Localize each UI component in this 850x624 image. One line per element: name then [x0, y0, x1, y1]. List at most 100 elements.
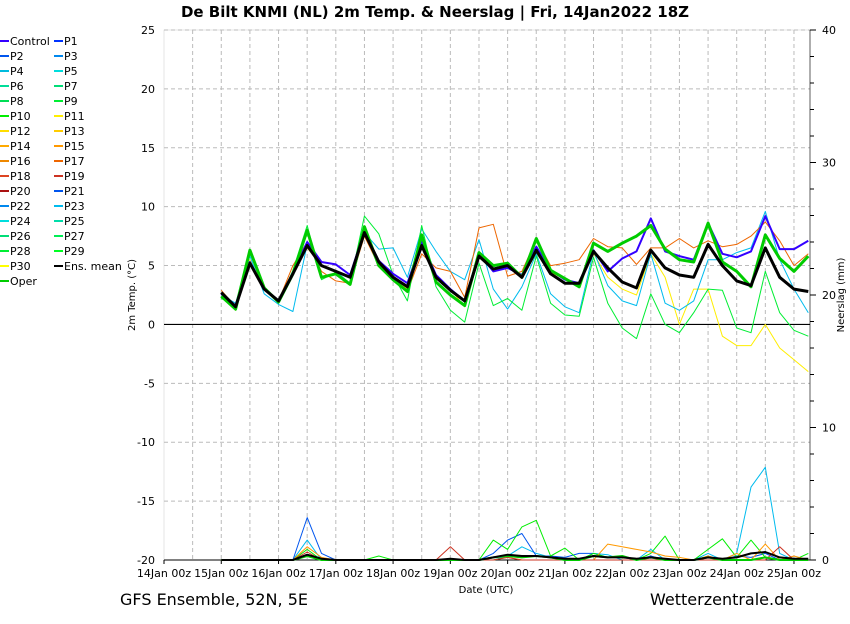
y2-tick-label: 20	[822, 289, 836, 302]
legend-item: P5	[54, 65, 78, 78]
legend: Control P1 P2 P3 P4 P5 P6 P7 P8 P9 P10 P11 P12 P13 P14…	[0, 35, 122, 288]
legend-item: P10	[0, 110, 31, 123]
x-tick-label: 16Jan 00z	[251, 567, 305, 580]
legend-item: P22	[0, 200, 31, 213]
y2-tick-label: 10	[822, 422, 836, 435]
legend-label: P17	[64, 155, 85, 168]
legend-item: P16	[0, 155, 31, 168]
legend-item: P17	[54, 155, 85, 168]
legend-label: P29	[64, 245, 85, 258]
legend-item: P23	[54, 200, 85, 213]
legend-label: P30	[10, 260, 31, 273]
legend-item: P24	[0, 215, 31, 228]
legend-item: Ens. mean	[54, 260, 122, 273]
x-tick-label: 14Jan 00z	[137, 567, 191, 580]
grid	[163, 29, 811, 561]
legend-item: P21	[54, 185, 85, 198]
legend-item: P12	[0, 125, 31, 138]
legend-item: P19	[54, 170, 85, 183]
legend-label: P28	[10, 245, 31, 258]
legend-label: P3	[64, 50, 78, 63]
legend-label: P9	[64, 95, 78, 108]
x-tick-label: 22Jan 00z	[595, 567, 649, 580]
legend-item: P25	[54, 215, 85, 228]
legend-label: Oper	[10, 275, 37, 288]
precip-line-ens-mean	[221, 551, 809, 561]
legend-label: P4	[10, 65, 24, 78]
legend-label: P1	[64, 35, 78, 48]
legend-item: P8	[0, 95, 24, 108]
x-tick-label: 25Jan 00z	[767, 567, 821, 580]
legend-item: P14	[0, 140, 31, 153]
legend-label: P13	[64, 125, 85, 138]
legend-label: P12	[10, 125, 31, 138]
legend-label: P11	[64, 110, 85, 123]
x-tick-label: 20Jan 00z	[481, 567, 535, 580]
x-tick-label: 21Jan 00z	[538, 567, 592, 580]
x-tick-label: 15Jan 00z	[194, 567, 248, 580]
y-tick-label: -20	[137, 554, 155, 567]
legend-label: P27	[64, 230, 85, 243]
legend-label: P24	[10, 215, 31, 228]
y-tick-label: 25	[141, 24, 155, 37]
legend-item: P30	[0, 260, 31, 273]
legend-item: P18	[0, 170, 31, 183]
legend-item: P3	[54, 50, 78, 63]
x-axis-label: Date (UTC)	[459, 585, 514, 596]
legend-label: P23	[64, 200, 85, 213]
legend-item: Control	[0, 35, 50, 48]
legend-item: P28	[0, 245, 31, 258]
y-axis-label: 2m Temp. (°C)	[127, 259, 138, 331]
legend-label: P8	[10, 95, 24, 108]
legend-label: P7	[64, 80, 78, 93]
legend-item: P26	[0, 230, 31, 243]
y-tick-label: 10	[141, 201, 155, 214]
legend-label: P16	[10, 155, 31, 168]
y2-axis-label: Neerslag (mm)	[836, 257, 847, 332]
legend-item: P20	[0, 185, 31, 198]
y-tick-label: -5	[144, 377, 155, 390]
legend-item: P7	[54, 80, 78, 93]
legend-item: P29	[54, 245, 85, 258]
y-tick-label: 0	[148, 318, 155, 331]
precip-line-p23	[221, 466, 809, 561]
y2-tick-label: 40	[822, 24, 836, 37]
legend-item: P15	[54, 140, 85, 153]
x-tick-label: 24Jan 00z	[710, 567, 764, 580]
x-tick-label: 18Jan 00z	[366, 567, 420, 580]
y-tick-label: 5	[148, 260, 155, 273]
y2-tick-label: 0	[822, 554, 829, 567]
legend-label: P19	[64, 170, 85, 183]
legend-label: P14	[10, 140, 31, 153]
y-tick-label: -15	[137, 495, 155, 508]
legend-label: P21	[64, 185, 85, 198]
footer-model: GFS Ensemble, 52N, 5E	[120, 590, 308, 609]
y-tick-label: -10	[137, 436, 155, 449]
footer-source: Wetterzentrale.de	[650, 590, 794, 609]
legend-item: P1	[54, 35, 78, 48]
legend-item: P4	[0, 65, 24, 78]
legend-label: P5	[64, 65, 78, 78]
precipitation-lines	[221, 466, 809, 561]
legend-label: Control	[10, 35, 50, 48]
legend-item: P2	[0, 50, 24, 63]
legend-label: P15	[64, 140, 85, 153]
legend-label: P25	[64, 215, 85, 228]
legend-label: Ens. mean	[64, 260, 122, 273]
y2-tick-label: 30	[822, 157, 836, 170]
plot-area	[163, 29, 811, 561]
legend-label: P22	[10, 200, 31, 213]
x-tick-label: 19Jan 00z	[423, 567, 477, 580]
legend-label: P18	[10, 170, 31, 183]
y-tick-label: 20	[141, 83, 155, 96]
legend-label: P26	[10, 230, 31, 243]
legend-item: P9	[54, 95, 78, 108]
legend-item: P27	[54, 230, 85, 243]
temp-line-ens-mean	[220, 231, 809, 309]
legend-label: P2	[10, 50, 24, 63]
legend-item: Oper	[0, 275, 37, 288]
legend-item: P6	[0, 80, 24, 93]
legend-item: P13	[54, 125, 85, 138]
